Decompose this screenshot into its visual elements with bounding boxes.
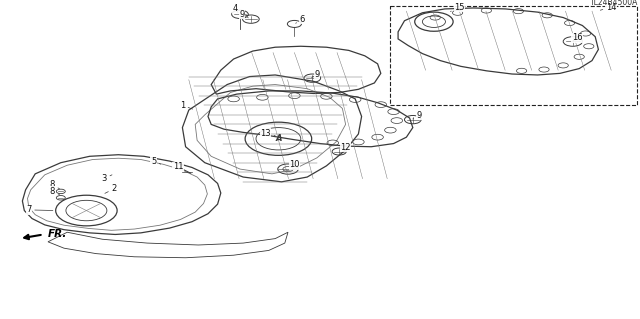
Text: 2: 2 (105, 184, 116, 193)
Text: FR.: FR. (48, 228, 67, 239)
Text: 11: 11 (173, 162, 183, 171)
Text: 5: 5 (151, 157, 161, 166)
Text: 12: 12 (340, 143, 351, 152)
Text: 9: 9 (239, 10, 248, 19)
Text: A: A (275, 134, 282, 143)
Text: 9: 9 (312, 70, 319, 78)
Text: 7: 7 (26, 205, 53, 214)
Text: 15: 15 (451, 3, 465, 11)
Text: 8: 8 (50, 180, 60, 189)
Text: 8: 8 (50, 187, 60, 196)
Text: 14: 14 (600, 3, 616, 11)
Text: 16: 16 (572, 33, 582, 42)
Text: 9: 9 (413, 111, 422, 120)
Text: 3: 3 (102, 174, 112, 183)
Text: 1: 1 (180, 101, 193, 110)
Text: TL24B4500A: TL24B4500A (590, 0, 639, 7)
Text: 4: 4 (233, 4, 238, 13)
Text: 6: 6 (296, 15, 305, 24)
Text: 10: 10 (289, 160, 300, 169)
Text: 13: 13 (260, 129, 275, 138)
